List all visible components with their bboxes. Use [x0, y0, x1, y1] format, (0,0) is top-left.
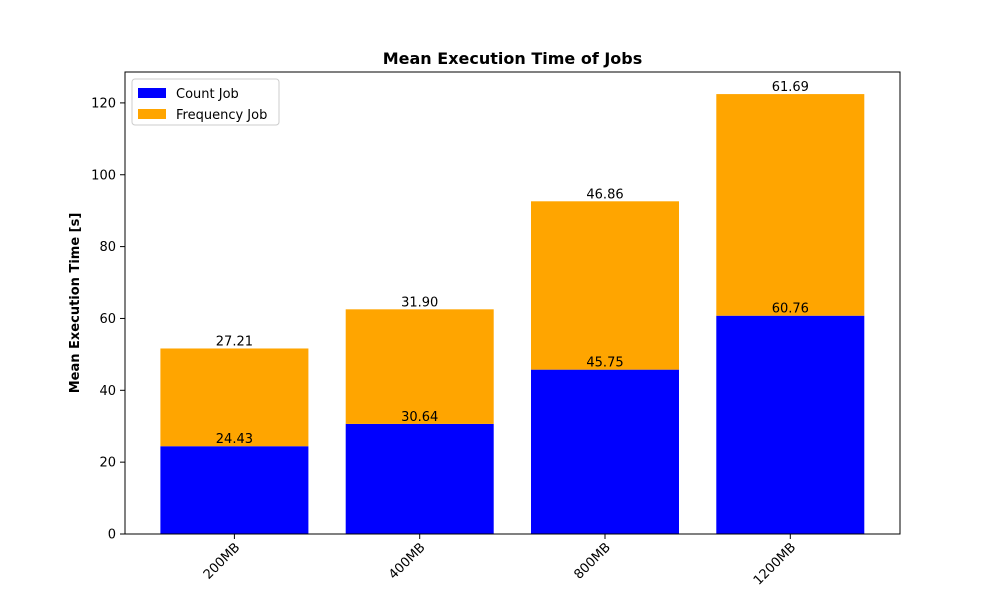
data-label: 27.21 — [216, 334, 253, 349]
data-label: 45.75 — [586, 356, 623, 371]
data-label: 61.69 — [772, 80, 809, 95]
bar-800MB-frequency-job — [531, 201, 679, 370]
legend: Count Job Frequency Job — [131, 78, 280, 126]
x-tick-label: 200MB — [201, 540, 243, 582]
legend-swatch-frequency-job — [138, 109, 166, 119]
bar-1200MB-frequency-job — [716, 94, 865, 316]
chart-title: Mean Execution Time of Jobs — [383, 49, 643, 68]
y-tick-label: 80 — [99, 240, 116, 255]
bar-400MB-frequency-job — [345, 309, 494, 424]
legend-box — [131, 78, 280, 126]
y-tick-label: 40 — [99, 384, 116, 399]
data-label: 31.90 — [401, 295, 438, 310]
x-tick-label: 800MB — [571, 540, 613, 582]
x-tick-label: 400MB — [386, 540, 428, 582]
bar-1200MB-count-job — [716, 315, 865, 534]
y-tick-label: 120 — [91, 96, 116, 111]
legend-label-frequency-job: Frequency Job — [176, 108, 267, 123]
y-tick-label: 20 — [99, 456, 116, 471]
bar-200MB-count-job — [160, 446, 309, 534]
bar-400MB-count-job — [345, 423, 494, 534]
data-label: 60.76 — [772, 302, 809, 317]
y-tick-label: 100 — [91, 168, 116, 183]
legend-swatch-count-job — [138, 88, 166, 98]
data-label: 24.43 — [216, 432, 253, 447]
bar-800MB-count-job — [531, 369, 679, 534]
legend-label-count-job: Count Job — [176, 87, 239, 102]
data-label: 46.86 — [586, 187, 623, 202]
y-axis-label: Mean Execution Time [s] — [68, 213, 83, 394]
x-tick-label: 1200MB — [751, 540, 799, 588]
y-tick-label: 0 — [108, 528, 116, 543]
y-tick-label: 60 — [99, 312, 116, 327]
bar-200MB-frequency-job — [160, 348, 309, 447]
bars-layer — [160, 94, 865, 534]
data-labels-layer: 24.43 27.21 30.64 31.90 45.75 46.86 60.76 61.69 — [216, 80, 809, 447]
data-label: 30.64 — [401, 410, 438, 425]
plot-frame — [124, 71, 901, 535]
